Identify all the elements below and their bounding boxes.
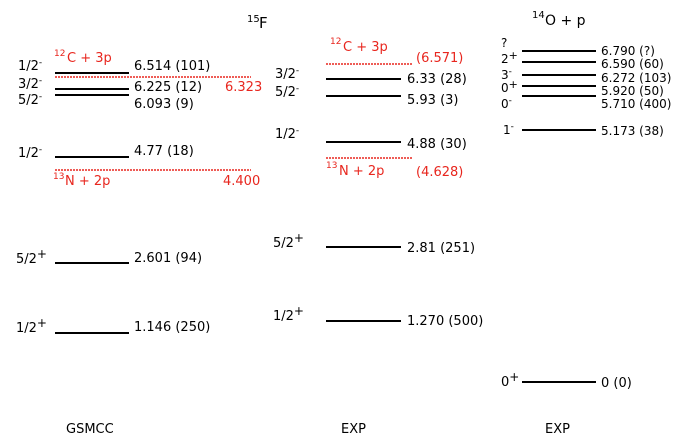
level-value: 0 (0) [601, 376, 632, 391]
jpi-label: 3- [501, 67, 512, 82]
jpi-label: 0+ [501, 370, 519, 390]
jpi-label: 5/2- [275, 84, 299, 100]
level-value: 1.146 (250) [134, 320, 210, 335]
level-value: 6.225 (12) [134, 80, 202, 95]
threshold-label-13n-2p: 13 [326, 161, 337, 171]
level-value: 6.514 (101) [134, 59, 210, 74]
level-value: 5.920 (50) [601, 84, 664, 98]
level-value: 5.93 (3) [407, 93, 459, 108]
jpi-label: 1/2- [275, 126, 299, 142]
threshold-value-12c-3p: (6.571) [416, 51, 463, 66]
jpi-label: 1/2- [18, 145, 42, 161]
jpi-label: ? [501, 36, 507, 50]
header-14o-sup: 14 [532, 10, 545, 21]
jpi-label: 1/2+ [16, 316, 47, 336]
header-15f-base: F [259, 14, 268, 32]
level-value: 6.093 (9) [134, 97, 194, 112]
threshold-value-12c-3p: 6.323 [225, 80, 262, 95]
column-label-gsmcc: GSMCC [66, 422, 114, 437]
level-value: 4.77 (18) [134, 144, 194, 159]
column-label-exp-15f: EXP [341, 422, 366, 437]
jpi-label: 1/2+ [273, 304, 304, 324]
jpi-label: 5/2+ [16, 247, 47, 267]
level-value: 4.88 (30) [407, 137, 467, 152]
level-value: 6.590 (60) [601, 57, 664, 71]
jpi-label: 3/2- [18, 76, 42, 92]
header-15f: 15 F [247, 14, 268, 32]
jpi-label: 0- [501, 96, 512, 111]
jpi-label: 0+ [501, 78, 518, 95]
jpi-label: 2+ [501, 49, 518, 66]
threshold-value-13n-2p: (4.628) [416, 165, 463, 180]
level-value: 6.272 (103) [601, 71, 671, 85]
threshold-label-12c-3p: 12 [330, 37, 341, 47]
column-gsmcc: 12 C + 3p 6.323 13 N + 2p 4.400 1/2- 6.5… [16, 49, 262, 437]
level-value: 2.601 (94) [134, 251, 202, 266]
threshold-label-12c-3p: 12 [54, 49, 65, 59]
threshold-label-13n-2p-base: N + 2p [65, 174, 110, 189]
column-exp-15f: 12 C + 3p (6.571) 13 N + 2p (4.628) 3/2-… [273, 37, 483, 437]
level-value: 5.710 (400) [601, 97, 671, 111]
threshold-label-13n-2p: 13 [53, 172, 64, 182]
header-14o-p: 14 O + p [532, 10, 586, 29]
header-15f-sup: 15 [247, 14, 260, 25]
threshold-label-12c-3p-base: C + 3p [67, 51, 112, 66]
jpi-label: 3/2- [275, 66, 299, 82]
column-exp-14o: ? 6.790 (?) 2+ 6.590 (60) 3- 6.272 (103)… [501, 36, 671, 437]
level-value: 5.173 (38) [601, 124, 664, 138]
column-label-exp-14o: EXP [545, 422, 570, 437]
level-value: 2.81 (251) [407, 241, 475, 256]
header-14o-base: O + p [545, 13, 586, 29]
level-value: 1.270 (500) [407, 314, 483, 329]
threshold-value-13n-2p: 4.400 [223, 174, 260, 189]
jpi-label: 5/2+ [273, 231, 304, 251]
threshold-label-12c-3p-base: C + 3p [343, 40, 388, 55]
level-value: 6.790 (?) [601, 44, 655, 58]
level-value: 6.33 (28) [407, 72, 467, 87]
jpi-label: 5/2- [18, 92, 42, 108]
jpi-label: 1/2- [18, 58, 42, 74]
jpi-label: 1- [503, 122, 514, 137]
threshold-label-13n-2p-base: N + 2p [339, 164, 384, 179]
